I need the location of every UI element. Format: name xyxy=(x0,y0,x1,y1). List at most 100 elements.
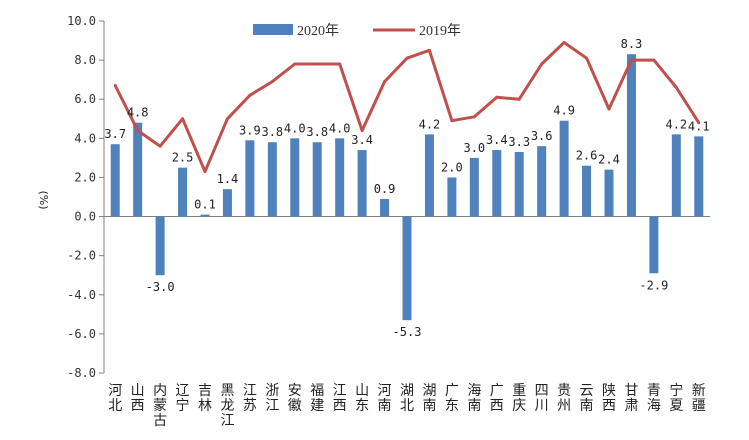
y-tick-label: 8.0 xyxy=(74,53,96,67)
data-label-2020: 4.2 xyxy=(419,117,441,131)
data-label-2020: 3.7 xyxy=(104,127,126,141)
y-tick-label: 4.0 xyxy=(74,131,96,145)
data-label-2020: 8.3 xyxy=(621,37,643,51)
bar-2020 xyxy=(537,146,547,217)
bar-2020 xyxy=(514,152,524,217)
line-point-2019 xyxy=(562,41,566,45)
bar-2020 xyxy=(380,198,390,217)
category-label: 广东 xyxy=(445,383,459,414)
bar-2020 xyxy=(245,140,255,217)
category-label: 吉林 xyxy=(198,383,212,414)
data-label-2020: 2.4 xyxy=(598,153,620,167)
bar-2020 xyxy=(402,216,412,321)
category-label: 湖南 xyxy=(422,383,436,414)
bar-2020 xyxy=(626,54,636,217)
category-label: 辽宁 xyxy=(176,383,190,414)
category-label: 山西 xyxy=(131,383,145,414)
data-label-2020: 4.0 xyxy=(329,121,351,135)
category-label: 宁夏 xyxy=(669,382,683,414)
category-label: 新疆 xyxy=(692,383,706,414)
line-point-2019 xyxy=(607,107,611,111)
category-label: 内蒙古 xyxy=(153,383,167,429)
category-label: 青海 xyxy=(647,383,661,414)
category-label: 安徽 xyxy=(288,383,302,414)
data-label-2020: 0.1 xyxy=(194,198,216,212)
data-label-2020: 3.6 xyxy=(531,129,553,143)
data-label-2020: 4.2 xyxy=(665,117,687,131)
y-tick-label: 6.0 xyxy=(74,92,96,106)
category-label: 浙江 xyxy=(265,383,279,414)
line-point-2019 xyxy=(270,80,274,84)
data-label-2020: 3.4 xyxy=(486,133,508,147)
line-point-2019 xyxy=(629,58,633,62)
bar-2020 xyxy=(424,134,434,217)
category-label: 黑龙江 xyxy=(220,383,234,429)
bar-2020 xyxy=(155,216,165,276)
data-label-2020: 4.1 xyxy=(688,119,710,133)
category-label: 云南 xyxy=(580,383,594,414)
bar-2020 xyxy=(267,142,277,217)
line-point-2019 xyxy=(652,58,656,62)
y-tick-label: 10.0 xyxy=(67,14,96,28)
data-label-2020: -2.9 xyxy=(639,278,668,292)
line-point-2019 xyxy=(540,62,544,66)
bar-2020 xyxy=(559,120,569,217)
category-label: 河南 xyxy=(378,383,392,414)
bar-2020 xyxy=(469,157,479,217)
y-tick-label: -4.0 xyxy=(67,288,96,302)
axes-group: 10.0 8.0 6.0 4.0 2.0 0.0 -2.0 -4.0 -6.0 -8.0 xyxy=(67,14,710,380)
bar-2020 xyxy=(178,167,188,217)
bar-2020 xyxy=(133,122,143,217)
legend: 2020年 2019年 xyxy=(253,23,461,39)
category-label: 海南 xyxy=(467,383,481,414)
data-label-2020: 4.0 xyxy=(284,121,306,135)
bar-2020 xyxy=(671,134,681,217)
bar-2020 xyxy=(582,165,592,217)
bar-2020 xyxy=(447,177,457,217)
y-tick-label: 2.0 xyxy=(74,170,96,184)
data-label-2020: 2.0 xyxy=(441,160,463,174)
legend-swatch-2020 xyxy=(253,24,293,35)
line-point-2019 xyxy=(517,97,521,101)
data-label-2020: 3.4 xyxy=(351,133,373,147)
line-point-2019 xyxy=(248,93,252,97)
line-point-2019 xyxy=(136,129,140,133)
legend-label-2020: 2020年 xyxy=(297,23,339,39)
line-point-2019 xyxy=(472,115,476,119)
data-labels-group: 3.74.8-3.02.50.11.43.9 3.8 4.0 3.8 4.03.40.9… xyxy=(104,37,709,339)
data-label-2020: 2.5 xyxy=(172,151,194,165)
bar-2020 xyxy=(649,216,659,274)
bar-2020 xyxy=(604,169,614,217)
line-point-2019 xyxy=(181,117,185,121)
category-label: 甘肃 xyxy=(624,383,638,414)
category-label: 福建 xyxy=(310,383,324,414)
line-point-2019 xyxy=(383,80,387,84)
data-label-2020: 3.3 xyxy=(508,135,530,149)
line-point-2019 xyxy=(427,48,431,52)
y-tick-label: -6.0 xyxy=(67,327,96,341)
data-label-2020: 4.8 xyxy=(127,106,149,120)
category-label: 贵州 xyxy=(557,383,571,414)
line-point-2019 xyxy=(338,62,342,66)
category-label: 江苏 xyxy=(243,383,257,414)
line-point-2019 xyxy=(360,129,364,133)
data-label-2020: 3.0 xyxy=(463,141,485,155)
line-point-2019 xyxy=(450,119,454,123)
bar-2020 xyxy=(222,189,232,217)
line-point-2019 xyxy=(225,117,229,121)
bar-2020 xyxy=(335,138,345,217)
y-tick-label: -8.0 xyxy=(67,366,96,380)
line-point-2019 xyxy=(315,62,319,66)
line-point-2019 xyxy=(674,85,678,89)
category-label: 河北 xyxy=(108,383,122,414)
line-series-group xyxy=(113,41,701,174)
category-label: 湖北 xyxy=(400,383,414,414)
category-label: 广西 xyxy=(490,383,504,414)
y-tick-label: -2.0 xyxy=(67,249,96,263)
data-label-2020: 3.9 xyxy=(239,123,261,137)
line-point-2019 xyxy=(293,62,297,66)
bar-2020 xyxy=(290,138,300,217)
data-label-2020: -3.0 xyxy=(146,280,175,294)
data-label-2020: -5.3 xyxy=(393,325,422,339)
